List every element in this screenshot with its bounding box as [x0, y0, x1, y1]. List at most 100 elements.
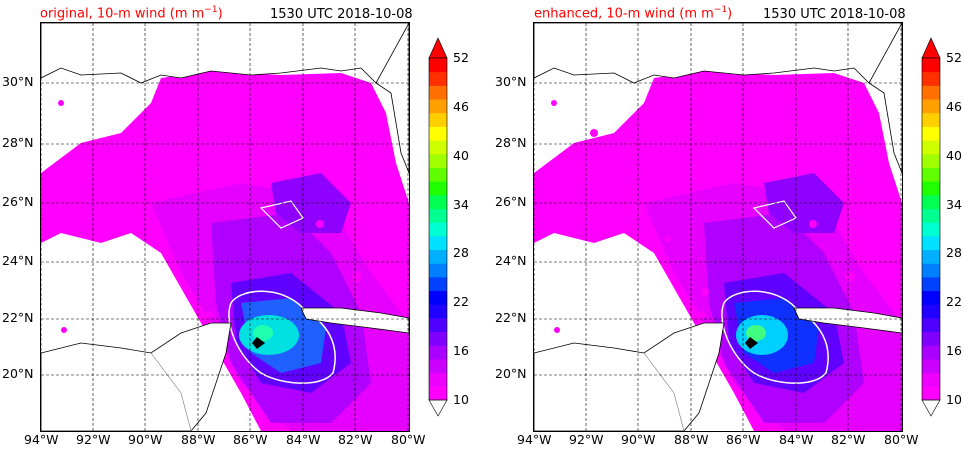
- map-canvas: [534, 23, 902, 431]
- lon-tick-label: 92°W: [76, 432, 111, 447]
- lon-tick-label: 80°W: [884, 432, 919, 447]
- colorbar: [428, 36, 448, 422]
- colorbar-segment: [429, 208, 447, 223]
- colorbar-tick-label: 52: [946, 50, 962, 65]
- colorbar-segment: [429, 85, 447, 100]
- colorbar-segment: [429, 58, 447, 73]
- wind-speckle: [61, 327, 67, 333]
- colorbar-segment: [922, 235, 940, 251]
- colorbar-segment: [922, 358, 940, 374]
- colorbar-segment: [922, 222, 940, 237]
- colorbar-tick-label: 46: [453, 98, 469, 114]
- colorbar-segment: [429, 276, 447, 292]
- wind-speckle: [773, 168, 779, 174]
- lat-tick-label: 26°N: [2, 194, 34, 209]
- colorbar-under-arrow: [921, 399, 941, 417]
- timestamp-label: 1530 UTC 2018-10-08: [763, 7, 906, 22]
- lat-tick-label: 24°N: [2, 253, 34, 268]
- colorbar-tick-label: 34: [946, 196, 962, 212]
- lon-tick-label: 94°W: [517, 432, 552, 447]
- wind-max-core: [253, 325, 273, 341]
- colorbar-segment: [922, 181, 940, 196]
- colorbar-tick-label: 16: [946, 343, 962, 359]
- colorbar-segment: [429, 99, 447, 114]
- wind-map: [40, 22, 410, 432]
- wind-contour-core: [228, 290, 336, 384]
- colorbar-tick-label: 28: [946, 245, 962, 261]
- colorbar-tick-label: 46: [946, 98, 962, 114]
- lon-tick-label: 86°W: [726, 432, 761, 447]
- title-close: ): [727, 6, 733, 22]
- colorbar-tick-label: 22: [453, 294, 469, 310]
- wind-speckle: [551, 100, 557, 106]
- wind-speckle: [352, 272, 362, 282]
- panel-title: enhanced, 10-m wind (m m−1): [534, 5, 732, 21]
- colorbar-tick-label: 10: [453, 392, 469, 407]
- colorbar-segment: [429, 290, 447, 305]
- colorbar-segment: [922, 345, 940, 360]
- wind-max-core: [746, 325, 766, 341]
- lon-tick-label: 80°W: [391, 432, 426, 447]
- lon-tick-label: 94°W: [24, 432, 59, 447]
- colorbar-segment: [429, 372, 447, 387]
- timestamp-label: 1530 UTC 2018-10-08: [270, 7, 413, 22]
- title-close: ): [217, 6, 223, 22]
- lon-tick-label: 82°W: [831, 432, 866, 447]
- title-text: enhanced, 10-m wind (m m: [534, 6, 714, 22]
- colorbar-segment: [922, 167, 940, 182]
- lat-tick-label: 20°N: [2, 366, 34, 381]
- lon-tick-label: 84°W: [286, 432, 321, 447]
- wind-speckle: [698, 311, 706, 319]
- wind-speckle: [590, 129, 598, 137]
- wind-speckle: [316, 220, 324, 228]
- lat-tick-label: 28°N: [495, 135, 527, 150]
- colorbar-segment: [429, 140, 447, 155]
- colorbar-segment: [429, 222, 447, 237]
- colorbar: [921, 36, 941, 422]
- colorbar-segment: [922, 140, 940, 155]
- colorbar-tick-label: 16: [453, 343, 469, 359]
- wind-speckle: [280, 168, 286, 174]
- colorbar-segment: [429, 386, 447, 401]
- wind-speckle: [241, 113, 251, 123]
- colorbar-over-arrow: [428, 37, 448, 59]
- colorbar-segment: [429, 304, 447, 319]
- wind-speckle: [701, 288, 709, 296]
- lon-tick-label: 82°W: [338, 432, 373, 447]
- colorbar-segment: [922, 112, 940, 127]
- wind-speckle: [626, 181, 636, 191]
- wind-speckle: [809, 220, 817, 228]
- colorbar-segment: [922, 331, 940, 346]
- colorbar-segment: [429, 181, 447, 196]
- colorbar-tick-label: 22: [946, 294, 962, 310]
- wind-speckle: [58, 100, 64, 106]
- lat-tick-label: 28°N: [2, 135, 34, 150]
- colorbar-segment: [429, 345, 447, 360]
- colorbar-segment: [922, 208, 940, 223]
- border-line: [150, 352, 192, 431]
- wind-speckle: [554, 327, 560, 333]
- colorbar-segment: [922, 153, 940, 168]
- wind-speckle: [205, 311, 213, 319]
- wind-speckle: [130, 204, 140, 214]
- panel-original: original, 10-m wind (m m−1) 1530 UTC 201…: [2, 5, 469, 447]
- wind-speckle: [587, 152, 595, 160]
- colorbar-segment: [922, 71, 940, 86]
- colorbar-segment: [429, 167, 447, 182]
- wind-speckle: [94, 152, 102, 160]
- colorbar-under-arrow: [428, 399, 448, 417]
- land-yucatan: [41, 322, 232, 431]
- colorbar-segment: [429, 194, 447, 209]
- colorbar-segment: [429, 249, 447, 264]
- colorbar-segment: [429, 112, 447, 127]
- colorbar-segment: [429, 331, 447, 346]
- colorbar-over-arrow: [921, 37, 941, 59]
- wind-map: [533, 22, 903, 432]
- wind-speckle: [665, 236, 671, 242]
- wind-speckle: [734, 113, 744, 123]
- lon-tick-label: 88°W: [181, 432, 216, 447]
- lat-tick-label: 20°N: [495, 366, 527, 381]
- colorbar-tick-label: 52: [453, 50, 469, 65]
- colorbar-segment: [429, 358, 447, 374]
- land-florida: [868, 23, 902, 174]
